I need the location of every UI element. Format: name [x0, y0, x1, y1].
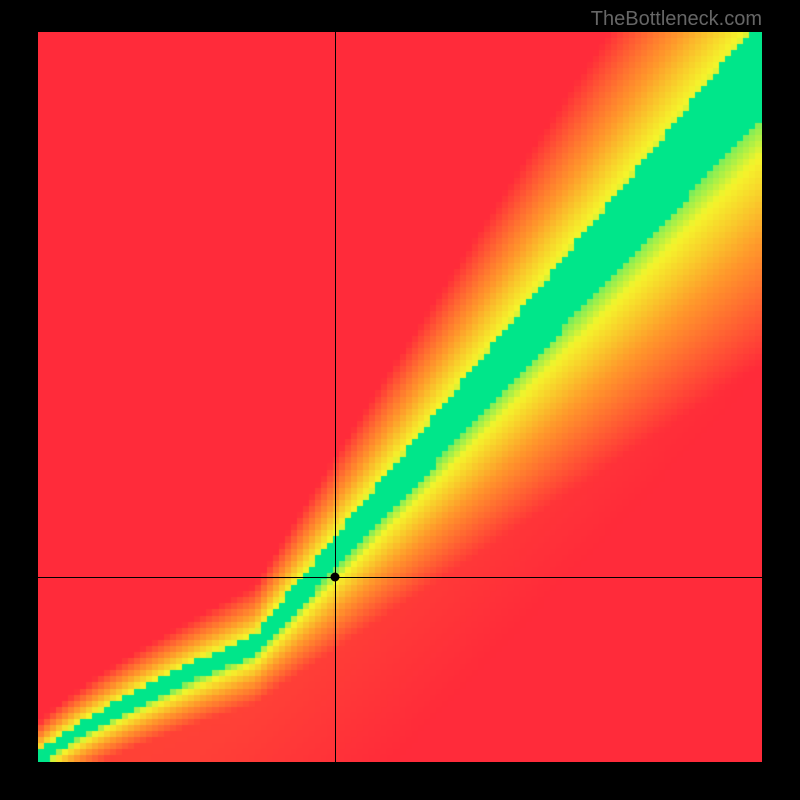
selection-marker — [330, 573, 339, 582]
watermark-text: TheBottleneck.com — [591, 8, 762, 31]
bottleneck-heatmap — [38, 32, 762, 762]
crosshair-horizontal — [38, 577, 762, 578]
heatmap-canvas — [38, 32, 762, 762]
crosshair-vertical — [335, 32, 336, 762]
